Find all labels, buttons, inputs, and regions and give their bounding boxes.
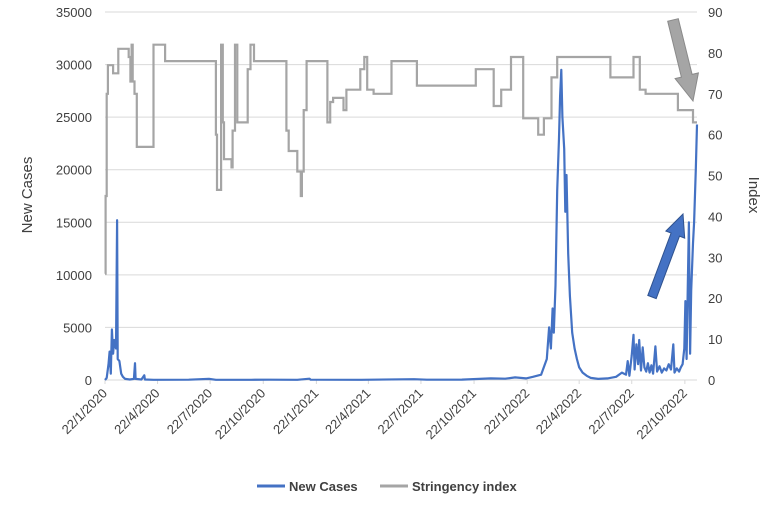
right-tick-label: 60 <box>708 128 722 143</box>
series-line-stringency-index <box>104 43 697 275</box>
left-tick-label: 35000 <box>56 5 92 20</box>
right-tick-label: 80 <box>708 46 722 61</box>
x-tick-label: 22/7/2020 <box>164 386 216 438</box>
x-tick-label: 22/1/2020 <box>59 386 111 438</box>
right-tick-label: 50 <box>708 169 722 184</box>
left-tick-label: 5000 <box>63 320 92 335</box>
annotation-layer <box>647 18 700 300</box>
right-tick-label: 40 <box>708 209 722 224</box>
left-tick-label: 30000 <box>56 58 92 73</box>
legend-label-new-cases: New Cases <box>289 479 358 494</box>
legend-label-stringency-index: Stringency index <box>412 479 518 494</box>
left-axis-ticks: 0 5000 10000 15000 20000 25000 30000 35000 <box>56 5 92 388</box>
x-tick-label: 22/4/2022 <box>533 386 585 438</box>
x-tick-label: 22/10/2020 <box>212 386 269 443</box>
left-tick-label: 20000 <box>56 163 92 178</box>
left-tick-label: 25000 <box>56 110 92 125</box>
x-tick-label: 22/7/2021 <box>375 386 427 438</box>
gridlines <box>105 11 697 328</box>
x-tick-label: 22/1/2021 <box>270 386 322 438</box>
arrow-up-new-cases <box>647 212 686 300</box>
right-tick-label: 20 <box>708 291 722 306</box>
left-tick-label: 10000 <box>56 268 92 283</box>
arrow-down-stringency-index <box>667 18 700 103</box>
x-tick-label: 22/4/2021 <box>322 386 374 438</box>
left-tick-label: 15000 <box>56 215 92 230</box>
right-tick-label: 90 <box>708 5 722 20</box>
x-tick-label: 22/1/2022 <box>481 386 533 438</box>
right-tick-label: 10 <box>708 332 722 347</box>
series-line-new-cases <box>104 68 699 381</box>
x-tick-label: 22/7/2022 <box>585 386 637 438</box>
right-tick-label: 70 <box>708 87 722 102</box>
right-tick-label: 30 <box>708 250 722 265</box>
right-axis-title: Index <box>745 177 762 214</box>
left-axis-title: New Cases <box>19 157 36 234</box>
legend: New Cases Stringency index <box>257 479 518 494</box>
right-axis-ticks: 0 10 20 30 40 50 60 70 80 90 <box>708 5 722 388</box>
x-tick-label: 22/10/2022 <box>633 386 690 443</box>
right-tick-label: 0 <box>708 373 715 388</box>
series-layer <box>104 43 699 381</box>
left-tick-label: 0 <box>85 373 92 388</box>
x-tick-label: 22/4/2020 <box>111 386 163 438</box>
x-tick-label: 22/10/2021 <box>423 386 480 443</box>
